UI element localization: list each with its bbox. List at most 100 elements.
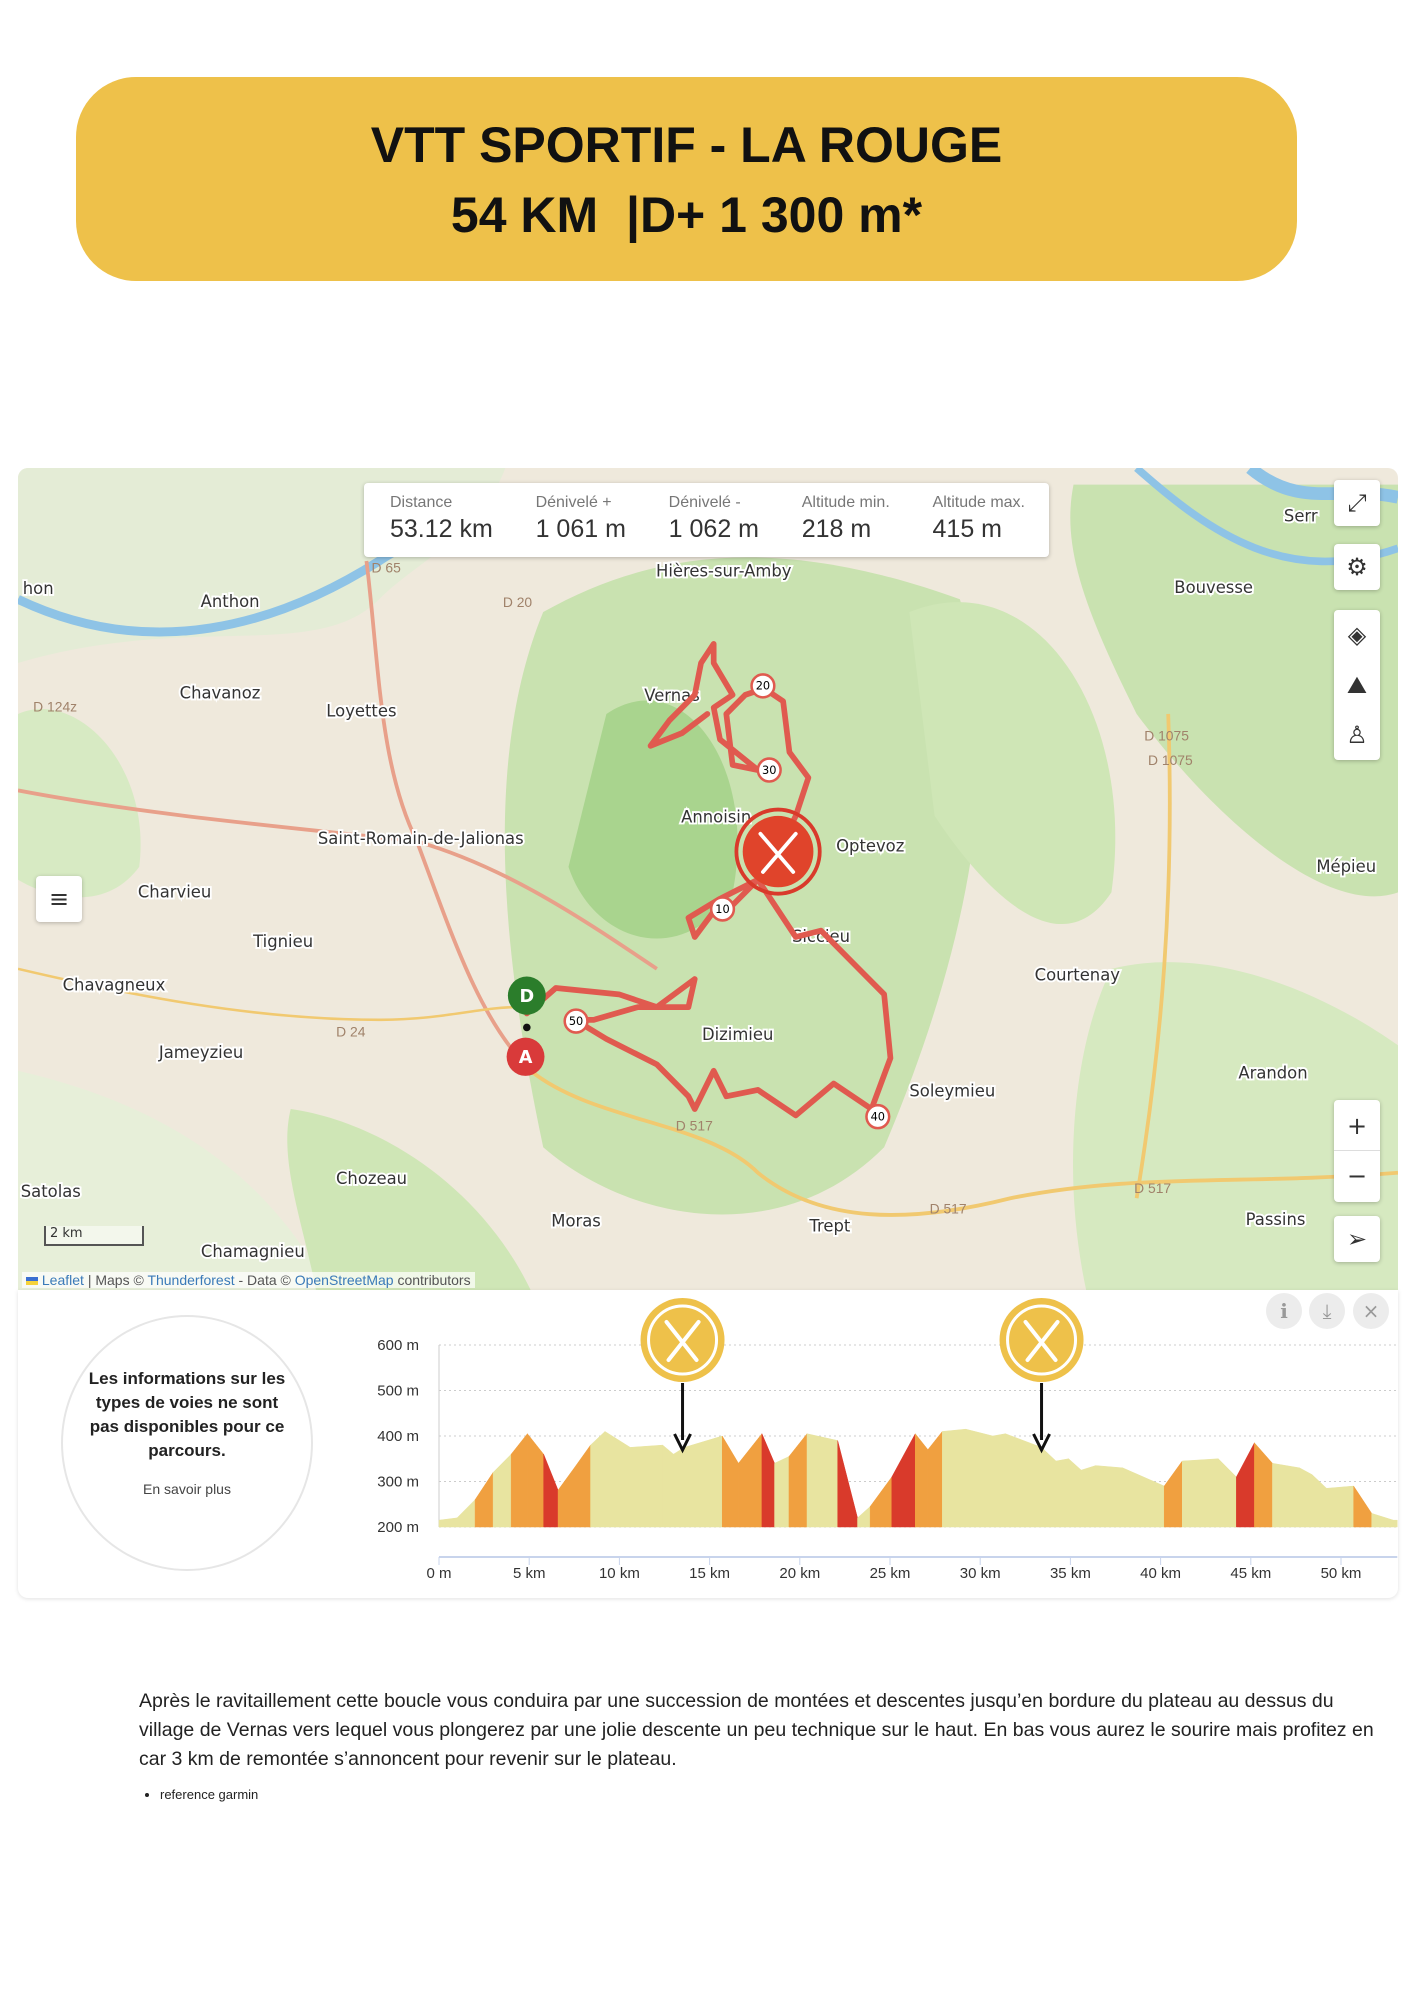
person-icon[interactable]: ♙: [1346, 721, 1368, 749]
place-label: Bouvesse: [1174, 578, 1253, 597]
km-marker-40: 40: [865, 1103, 891, 1130]
map-attribution: Leaflet | Maps © Thunderforest - Data © …: [22, 1272, 475, 1288]
locate-button[interactable]: ➢: [1334, 1216, 1380, 1262]
zoom-out-button[interactable]: −: [1346, 1162, 1368, 1190]
place-label: Annoisin: [681, 807, 751, 826]
place-label: Optevoz: [836, 837, 904, 856]
start-marker[interactable]: D: [507, 976, 546, 1015]
road-label: D 1075: [1144, 728, 1189, 744]
place-label: Mépieu: [1316, 857, 1376, 876]
stat-label: Altitude max.: [932, 494, 1025, 511]
place-label: Arandon: [1238, 1063, 1307, 1082]
zoom-control: + −: [1334, 1100, 1380, 1202]
menu-icon: ≡: [48, 885, 70, 913]
place-labels: hon Anthon Chavanoz Loyettes Saint-Romai…: [19, 505, 1378, 1263]
download-button[interactable]: ⤓: [1309, 1293, 1345, 1329]
map[interactable]: D 65 D 20 D 124z D 24 D 517 D 517 D 517 …: [18, 468, 1398, 1290]
note-item: reference garmin: [160, 1786, 1379, 1804]
fullscreen-icon: ⤢: [1347, 489, 1367, 517]
road-type-info: Les informations sur les types de voies …: [61, 1315, 313, 1571]
road-label: D 517: [676, 1118, 713, 1134]
road-label: D 65: [372, 559, 402, 575]
stat-label: Altitude min.: [801, 494, 890, 511]
stat-2: Dénivelé - 1 062 m: [669, 493, 759, 557]
svg-text:D: D: [519, 987, 534, 1007]
fullscreen-button[interactable]: ⤢: [1334, 480, 1380, 526]
attribution-text: - Data ©: [234, 1272, 295, 1288]
place-label: Hières-sur-Amby: [656, 561, 792, 580]
text-section: Après le ravitaillement cette boucle vou…: [139, 1687, 1379, 1804]
place-label: Serr: [1284, 506, 1318, 525]
close-button[interactable]: ×: [1353, 1293, 1389, 1329]
end-marker[interactable]: A: [506, 1037, 545, 1076]
place-label: Trept: [808, 1216, 850, 1235]
svg-text:10: 10: [715, 902, 729, 916]
leaflet-link[interactable]: Leaflet: [41, 1272, 84, 1288]
place-label: Tignieu: [252, 932, 313, 951]
road-label: D 517: [1134, 1180, 1171, 1196]
km-marker-10: 10: [709, 896, 736, 922]
route-stats: Distance 53.12 km Dénivelé +1 061 m Dénivel…: [364, 483, 1049, 557]
attribution-text: | Maps ©: [83, 1272, 148, 1288]
place-label: Dizimieu: [702, 1025, 773, 1044]
place-label: Moras: [551, 1211, 601, 1230]
svg-text:20: 20: [756, 679, 770, 693]
info-icon: i: [1280, 1299, 1288, 1323]
svg-text:50: 50: [569, 1014, 583, 1028]
stat-1: Dénivelé + 1 061 m: [536, 493, 626, 557]
cutlery-icon: [758, 831, 798, 874]
mountain-icon[interactable]: ⛰: [1346, 671, 1368, 699]
stat-label: Dénivelé +: [535, 494, 612, 511]
title-banner: VTT SPORTIF - LA ROUGE 54 KM |D+ 1 300 m…: [76, 77, 1297, 281]
place-label: hon: [23, 579, 54, 598]
title-line-2: 54 KM |D+ 1 300 m*: [450, 187, 923, 243]
km-marker-20: 20: [750, 673, 776, 699]
info-button[interactable]: i: [1266, 1293, 1302, 1329]
notes-list: reference garmin: [139, 1786, 1379, 1804]
svg-text:A: A: [519, 1048, 533, 1068]
title-line-1: VTT SPORTIF - LA ROUGE: [370, 117, 1003, 173]
attribution-text: contributors: [393, 1272, 471, 1288]
place-label: Chamagnieu: [201, 1242, 305, 1261]
km-marker-30: 30: [756, 757, 782, 783]
svg-text:40: 40: [871, 1109, 885, 1123]
place-label: Chavagneux: [63, 975, 166, 994]
place-label: Saint-Romain-de-Jalionas: [318, 829, 524, 848]
road-type-info-text: Les informations sur les types de voies …: [88, 1369, 286, 1460]
learn-more-link[interactable]: En savoir plus: [143, 1481, 231, 1497]
place-label: Charvieu: [138, 882, 211, 901]
svg-text:30: 30: [762, 763, 776, 777]
place-label: Chavanoz: [180, 684, 261, 703]
stat-label: Distance: [390, 494, 453, 511]
map-canvas[interactable]: D 65 D 20 D 124z D 24 D 517 D 517 D 517 …: [18, 468, 1398, 1290]
settings-button[interactable]: ⚙: [1334, 544, 1380, 590]
zoom-in-button[interactable]: +: [1334, 1101, 1380, 1151]
road-label: D 1075: [1148, 752, 1193, 768]
stat-value: 1 061 m: [535, 515, 626, 543]
road-label: D 20: [503, 594, 533, 610]
road-label: D 517: [930, 1200, 967, 1216]
restaurant-marker[interactable]: [734, 807, 822, 896]
place-label: Anthon: [201, 592, 260, 611]
close-icon: ×: [1362, 1299, 1380, 1323]
km-markers: 20 30 10 50 40: [563, 673, 891, 1130]
stat-label: Dénivelé -: [668, 494, 741, 511]
place-label: Jameyzieu: [158, 1043, 243, 1062]
gear-icon: ⚙: [1346, 553, 1368, 581]
stat-value: 53.12 km: [390, 515, 493, 543]
locate-icon: ➢: [1346, 1225, 1368, 1253]
stat-value: 415 m: [932, 515, 1002, 543]
layers-icon[interactable]: ◈: [1347, 621, 1367, 649]
thunderforest-link[interactable]: Thunderforest: [147, 1272, 235, 1288]
road-labels: D 65 D 20 D 124z D 24 D 517 D 517 D 517 …: [33, 559, 1193, 1216]
place-label: Satolas: [21, 1182, 81, 1201]
place-label: Courtenay: [1035, 965, 1121, 984]
place-label: Soleymieu: [909, 1081, 995, 1100]
menu-button[interactable]: ≡: [36, 876, 82, 922]
place-label: Chozeau: [336, 1169, 407, 1188]
osm-link[interactable]: OpenStreetMap: [294, 1272, 394, 1288]
map-layers-group: ◈ ⛰ ♙: [1334, 610, 1380, 760]
stat-0: Distance 53.12 km: [390, 493, 493, 557]
download-icon: ⤓: [1322, 1299, 1332, 1323]
stat-4: Altitude max. 415 m: [933, 493, 1025, 557]
